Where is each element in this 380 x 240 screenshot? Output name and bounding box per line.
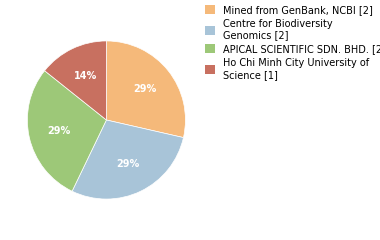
Wedge shape (72, 120, 184, 199)
Wedge shape (44, 41, 106, 120)
Wedge shape (27, 71, 106, 191)
Text: 29%: 29% (116, 159, 139, 169)
Text: 29%: 29% (133, 84, 156, 95)
Text: 14%: 14% (73, 71, 97, 81)
Legend: Mined from GenBank, NCBI [2], Centre for Biodiversity
Genomics [2], APICAL SCIEN: Mined from GenBank, NCBI [2], Centre for… (205, 5, 380, 80)
Wedge shape (106, 41, 185, 138)
Text: 29%: 29% (47, 126, 70, 136)
